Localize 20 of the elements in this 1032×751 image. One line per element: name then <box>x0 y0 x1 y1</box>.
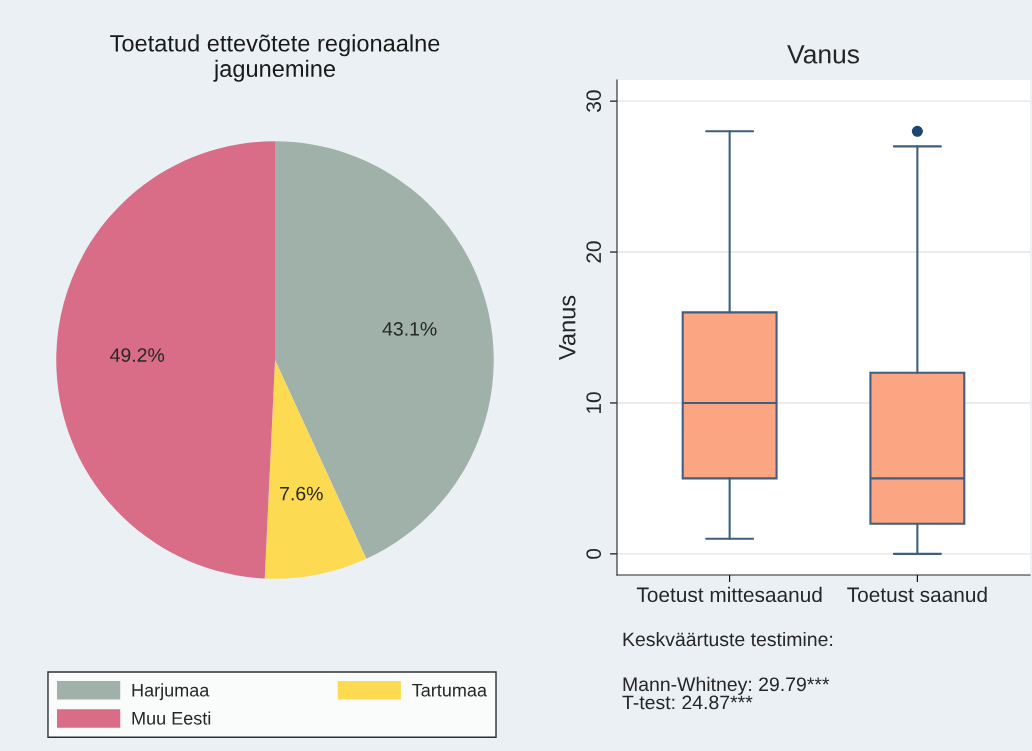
y-tick-label: 10 <box>586 392 602 413</box>
text: Mann-Whitney: 29.79*** T-test: 24.87*** <box>622 676 830 710</box>
data-label: 49.2% <box>110 348 165 362</box>
y-tick-label: 30 <box>586 90 602 112</box>
legend-label: Tartumaa <box>412 683 487 697</box>
pie-slice <box>264 360 367 579</box>
y-tick-label: 20 <box>586 241 602 263</box>
x-tick-label: Toetust mittesaanud <box>636 586 822 603</box>
text: Keskväärtuste testimine: <box>623 631 833 647</box>
pie-slice <box>275 141 494 559</box>
y-tick-label: 0 <box>586 548 602 559</box>
y-axis-title: Vanus <box>559 295 576 360</box>
pie-slice <box>56 141 275 579</box>
x-tick-label: Toetust saanud <box>847 586 987 603</box>
chart-title: Toetatud ettevõtete regionaalne jagunemine <box>110 34 440 82</box>
chart-title: Vanus <box>787 45 859 64</box>
data-label: 7.6% <box>280 486 323 501</box>
legend-label: Harjumaa <box>132 683 210 701</box>
legend-label: Muu Eesti <box>132 711 211 725</box>
data-label: 43.1% <box>382 321 437 336</box>
